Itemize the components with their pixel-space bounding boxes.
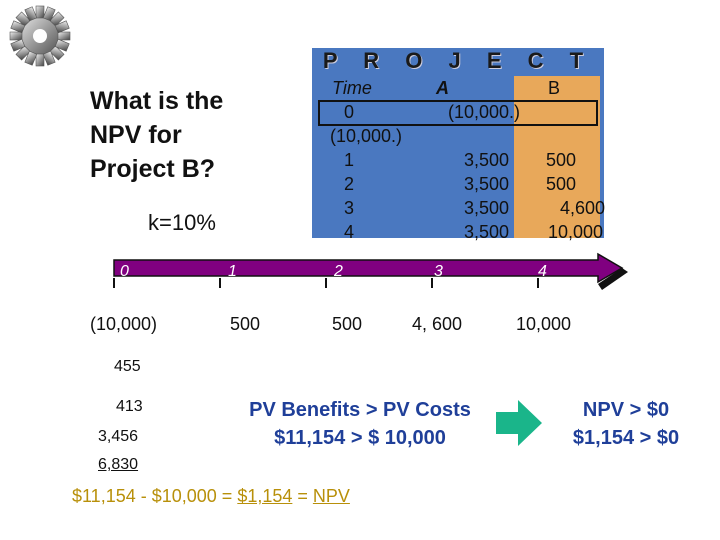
right-arrow-icon [496,400,542,446]
time-1: 1 [344,150,355,170]
time-header: Time [332,78,372,98]
b-value-3: 4,600 [560,198,606,218]
project-b-column-highlight [514,76,600,238]
cash-flow-0: (10,000) [90,314,158,334]
pv-year-4: 6,830 [98,456,139,473]
pv-year-3: 3,456 [98,428,139,445]
b-value-2: 500 [546,174,577,194]
npv-conclusion: NPV > $0 $1,154 > $0 [556,396,696,452]
b-value-0: (10,000.) [330,126,403,146]
npv-conclusion-line-1: NPV > $0 [582,399,670,421]
timeline-tick-2: 2 [334,263,343,280]
question-line-1: What is the [90,87,224,115]
pv-comparison-line-1: PV Benefits > PV Costs [249,399,471,421]
time-0: 0 [344,102,355,122]
cash-flow-4: 10,000 [516,314,572,334]
time0-row-outline [318,100,598,126]
gear-icon [9,5,71,67]
time-3: 3 [344,198,355,218]
a-value-4: 3,500 [464,222,510,242]
timeline-arrow [113,252,628,290]
npv-calc-value: $1,154 [237,486,293,506]
cash-flow-2: 500 [332,314,363,334]
question-line-3: Project B? [90,155,216,183]
a-value-2: 3,500 [464,174,510,194]
b-header: B [548,78,561,98]
question: What is the NPV for Project B? [90,84,223,186]
pv-comparison-line-2: $11,154 > $ 10,000 [274,427,446,449]
npv-calculation: $11,154 - $10,000 = $1,154 = NPV [72,486,350,507]
pv-year-2: 413 [116,398,143,415]
timeline-tick-1: 1 [228,263,237,280]
question-line-2: NPV for [90,121,182,149]
a-value-0: (10,000.) [448,102,521,122]
time-4: 4 [344,222,355,242]
timeline-tick-4: 4 [538,263,547,280]
timeline-tick-3: 3 [434,263,443,280]
pv-year-1: 455 [114,358,141,375]
b-value-1: 500 [546,150,577,170]
cash-flow-1: 500 [230,314,261,334]
timeline-tick-0: 0 [120,263,129,280]
pv-comparison: PV Benefits > PV Costs $11,154 > $ 10,00… [226,396,494,452]
a-value-3: 3,500 [464,198,510,218]
a-header: A [436,78,449,98]
project-table-title: P R O J E C T [322,48,594,73]
npv-conclusion-line-2: $1,154 > $0 [572,427,680,449]
npv-calc-equals: = [292,486,313,506]
npv-calc-prefix: $11,154 - $10,000 = [72,486,238,506]
discount-rate: k=10% [148,210,216,235]
b-value-4: 10,000 [548,222,604,242]
a-value-1: 3,500 [464,150,510,170]
time-2: 2 [344,174,355,194]
npv-calc-label: NPV [312,486,350,506]
cash-flow-3: 4, 600 [412,314,463,334]
